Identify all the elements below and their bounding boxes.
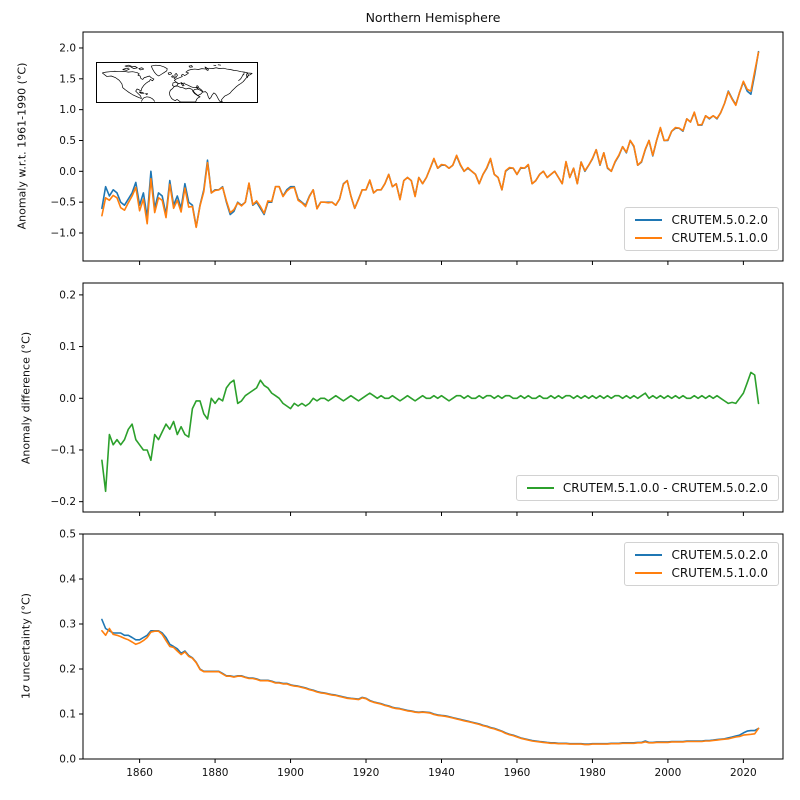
northern-hemisphere-map — [96, 62, 258, 103]
y-tick-label: 0.3 — [59, 619, 76, 631]
legend-label: CRUTEM.5.1.0.0 — [671, 566, 768, 580]
y-tick-label: −0.2 — [51, 496, 77, 508]
y-tick-label: −1.0 — [51, 227, 77, 239]
line-swatch-orange — [635, 572, 663, 574]
y-axis-label-difference: Anomaly difference (°C) — [19, 331, 33, 465]
coastline-map-icon — [97, 63, 257, 102]
y-axis-label-anomaly: Anomaly w.r.t. 1961-1990 (°C) — [15, 62, 29, 230]
x-tick-label: 2020 — [730, 767, 757, 779]
x-tick-label: 1940 — [428, 767, 455, 779]
y-tick-label: 0.1 — [59, 341, 76, 353]
line-swatch-blue — [635, 554, 663, 556]
legend-entry: CRUTEM.5.1.0.0 — [635, 566, 768, 580]
y-tick-label: 1.5 — [59, 73, 76, 85]
legend-entry: CRUTEM.5.1.0.0 - CRUTEM.5.0.2.0 — [526, 481, 768, 495]
panel-3-frame — [82, 533, 784, 760]
panel-2: −0.2 −0.1 0.0 0.1 0.2 — [51, 282, 784, 516]
data-line-CRUTEM.5.0.2.0 — [101, 618, 760, 745]
x-tick-label: 2000 — [655, 767, 682, 779]
line-swatch-orange — [635, 237, 663, 239]
sigma-symbol: σ — [19, 684, 33, 692]
y-tick-label: 0.2 — [59, 664, 76, 676]
data-line-CRUTEM.5.1.0.0 — [101, 51, 760, 229]
y-tick-label: 0.4 — [59, 574, 76, 586]
chart-title: Northern Hemisphere — [365, 10, 501, 25]
legend-entry: CRUTEM.5.0.2.0 — [635, 548, 768, 562]
y-tick-label: −0.5 — [51, 197, 77, 209]
panel-1: −1.0 −0.5 0.0 0.5 1.0 1.5 2.0 — [51, 31, 784, 265]
x-tick-label: 1920 — [353, 767, 380, 779]
y-tick-label: 0.0 — [59, 166, 76, 178]
legend-entry: CRUTEM.5.1.0.0 — [635, 231, 768, 245]
y-tick-label: 0.0 — [59, 393, 76, 405]
panel-1-frame — [82, 31, 784, 262]
x-tick-label: 1980 — [579, 767, 606, 779]
ylabel-part: uncertainty (°C) — [19, 593, 33, 685]
x-tick-label: 1860 — [126, 767, 153, 779]
line-swatch-blue — [635, 219, 663, 221]
legend-label: CRUTEM.5.0.2.0 — [671, 213, 768, 227]
legend-entry: CRUTEM.5.0.2.0 — [635, 213, 768, 227]
ylabel-part: 1 — [19, 691, 33, 699]
legend-label: CRUTEM.5.1.0.0 — [671, 231, 768, 245]
x-tick-label: 1900 — [277, 767, 304, 779]
legend-label: CRUTEM.5.1.0.0 - CRUTEM.5.0.2.0 — [562, 481, 768, 495]
legend-label: CRUTEM.5.0.2.0 — [671, 548, 768, 562]
data-line-CRUTEM.5.1.0.0 — [101, 627, 760, 746]
panel-2-frame — [82, 282, 784, 513]
x-tick-label: 1960 — [504, 767, 531, 779]
legend-uncertainty-panel: CRUTEM.5.0.2.0 CRUTEM.5.1.0.0 — [624, 542, 779, 586]
y-tick-label: 0.5 — [59, 529, 76, 541]
y-tick-label: 0.1 — [59, 709, 76, 721]
data-line-CRUTEM.5.1.0.0 - CRUTEM.5.0.2.0 — [101, 371, 760, 493]
y-tick-label: 0.5 — [59, 135, 76, 147]
y-tick-label: −0.1 — [51, 444, 77, 456]
y-tick-label: 1.0 — [59, 104, 76, 116]
panel-3: 1860 1880 1900 1920 1940 1960 1980 2000 2020 0.0 0… — [59, 529, 784, 779]
legend-anomaly-panel: CRUTEM.5.0.2.0 CRUTEM.5.1.0.0 — [624, 207, 779, 251]
x-tick-label: 1880 — [202, 767, 229, 779]
legend-difference-panel: CRUTEM.5.1.0.0 - CRUTEM.5.0.2.0 — [515, 475, 779, 501]
y-tick-label: 0.0 — [59, 754, 76, 766]
line-swatch-green — [526, 487, 554, 489]
y-axis-label-uncertainty: 1σ uncertainty (°C) — [20, 593, 33, 699]
y-tick-label: 2.0 — [59, 42, 76, 54]
y-tick-label: 0.2 — [59, 289, 76, 301]
